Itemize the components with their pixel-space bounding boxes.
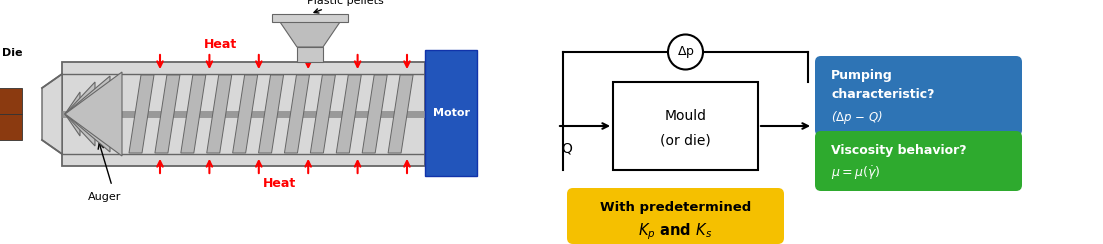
Text: $\mu = \mu(\dot{\gamma})$: $\mu = \mu(\dot{\gamma})$ — [831, 164, 880, 182]
Polygon shape — [285, 75, 310, 153]
Polygon shape — [42, 74, 62, 154]
Polygon shape — [272, 14, 349, 22]
Polygon shape — [206, 75, 232, 153]
Polygon shape — [297, 47, 323, 62]
Text: Heat: Heat — [203, 38, 237, 51]
Polygon shape — [233, 75, 258, 153]
Text: Mould: Mould — [664, 109, 707, 123]
Text: Auger: Auger — [88, 192, 121, 202]
Text: Plastic pellets: Plastic pellets — [307, 0, 384, 13]
Text: $K_p$ and $K_s$: $K_p$ and $K_s$ — [639, 221, 713, 242]
Text: Pumping: Pumping — [831, 69, 892, 82]
FancyBboxPatch shape — [0, 88, 22, 114]
FancyBboxPatch shape — [567, 188, 784, 244]
FancyBboxPatch shape — [815, 131, 1022, 191]
FancyBboxPatch shape — [613, 82, 758, 170]
Text: With predetermined: With predetermined — [600, 201, 751, 214]
Polygon shape — [336, 75, 362, 153]
Polygon shape — [65, 76, 110, 152]
Polygon shape — [310, 75, 335, 153]
FancyBboxPatch shape — [62, 62, 425, 166]
FancyBboxPatch shape — [815, 56, 1022, 136]
Polygon shape — [362, 75, 387, 153]
Text: characteristic?: characteristic? — [831, 88, 934, 101]
Text: Viscosity behavior?: Viscosity behavior? — [831, 144, 966, 157]
FancyBboxPatch shape — [0, 114, 22, 140]
Text: Heat: Heat — [264, 177, 297, 190]
Polygon shape — [129, 75, 154, 153]
Polygon shape — [280, 22, 340, 47]
Text: Die: Die — [2, 48, 22, 58]
Text: Motor: Motor — [432, 108, 470, 118]
Text: ($\Delta p$ $-$ $Q$): ($\Delta p$ $-$ $Q$) — [831, 109, 884, 126]
FancyBboxPatch shape — [425, 50, 476, 176]
Polygon shape — [65, 72, 122, 156]
Polygon shape — [258, 75, 283, 153]
Polygon shape — [154, 75, 180, 153]
Text: $\Delta$p: $\Delta$p — [676, 44, 695, 60]
Polygon shape — [388, 75, 414, 153]
Text: Q: Q — [561, 141, 571, 155]
Circle shape — [668, 34, 703, 70]
Text: (or die): (or die) — [660, 133, 710, 147]
Polygon shape — [181, 75, 206, 153]
Polygon shape — [65, 82, 95, 146]
Polygon shape — [65, 92, 81, 136]
